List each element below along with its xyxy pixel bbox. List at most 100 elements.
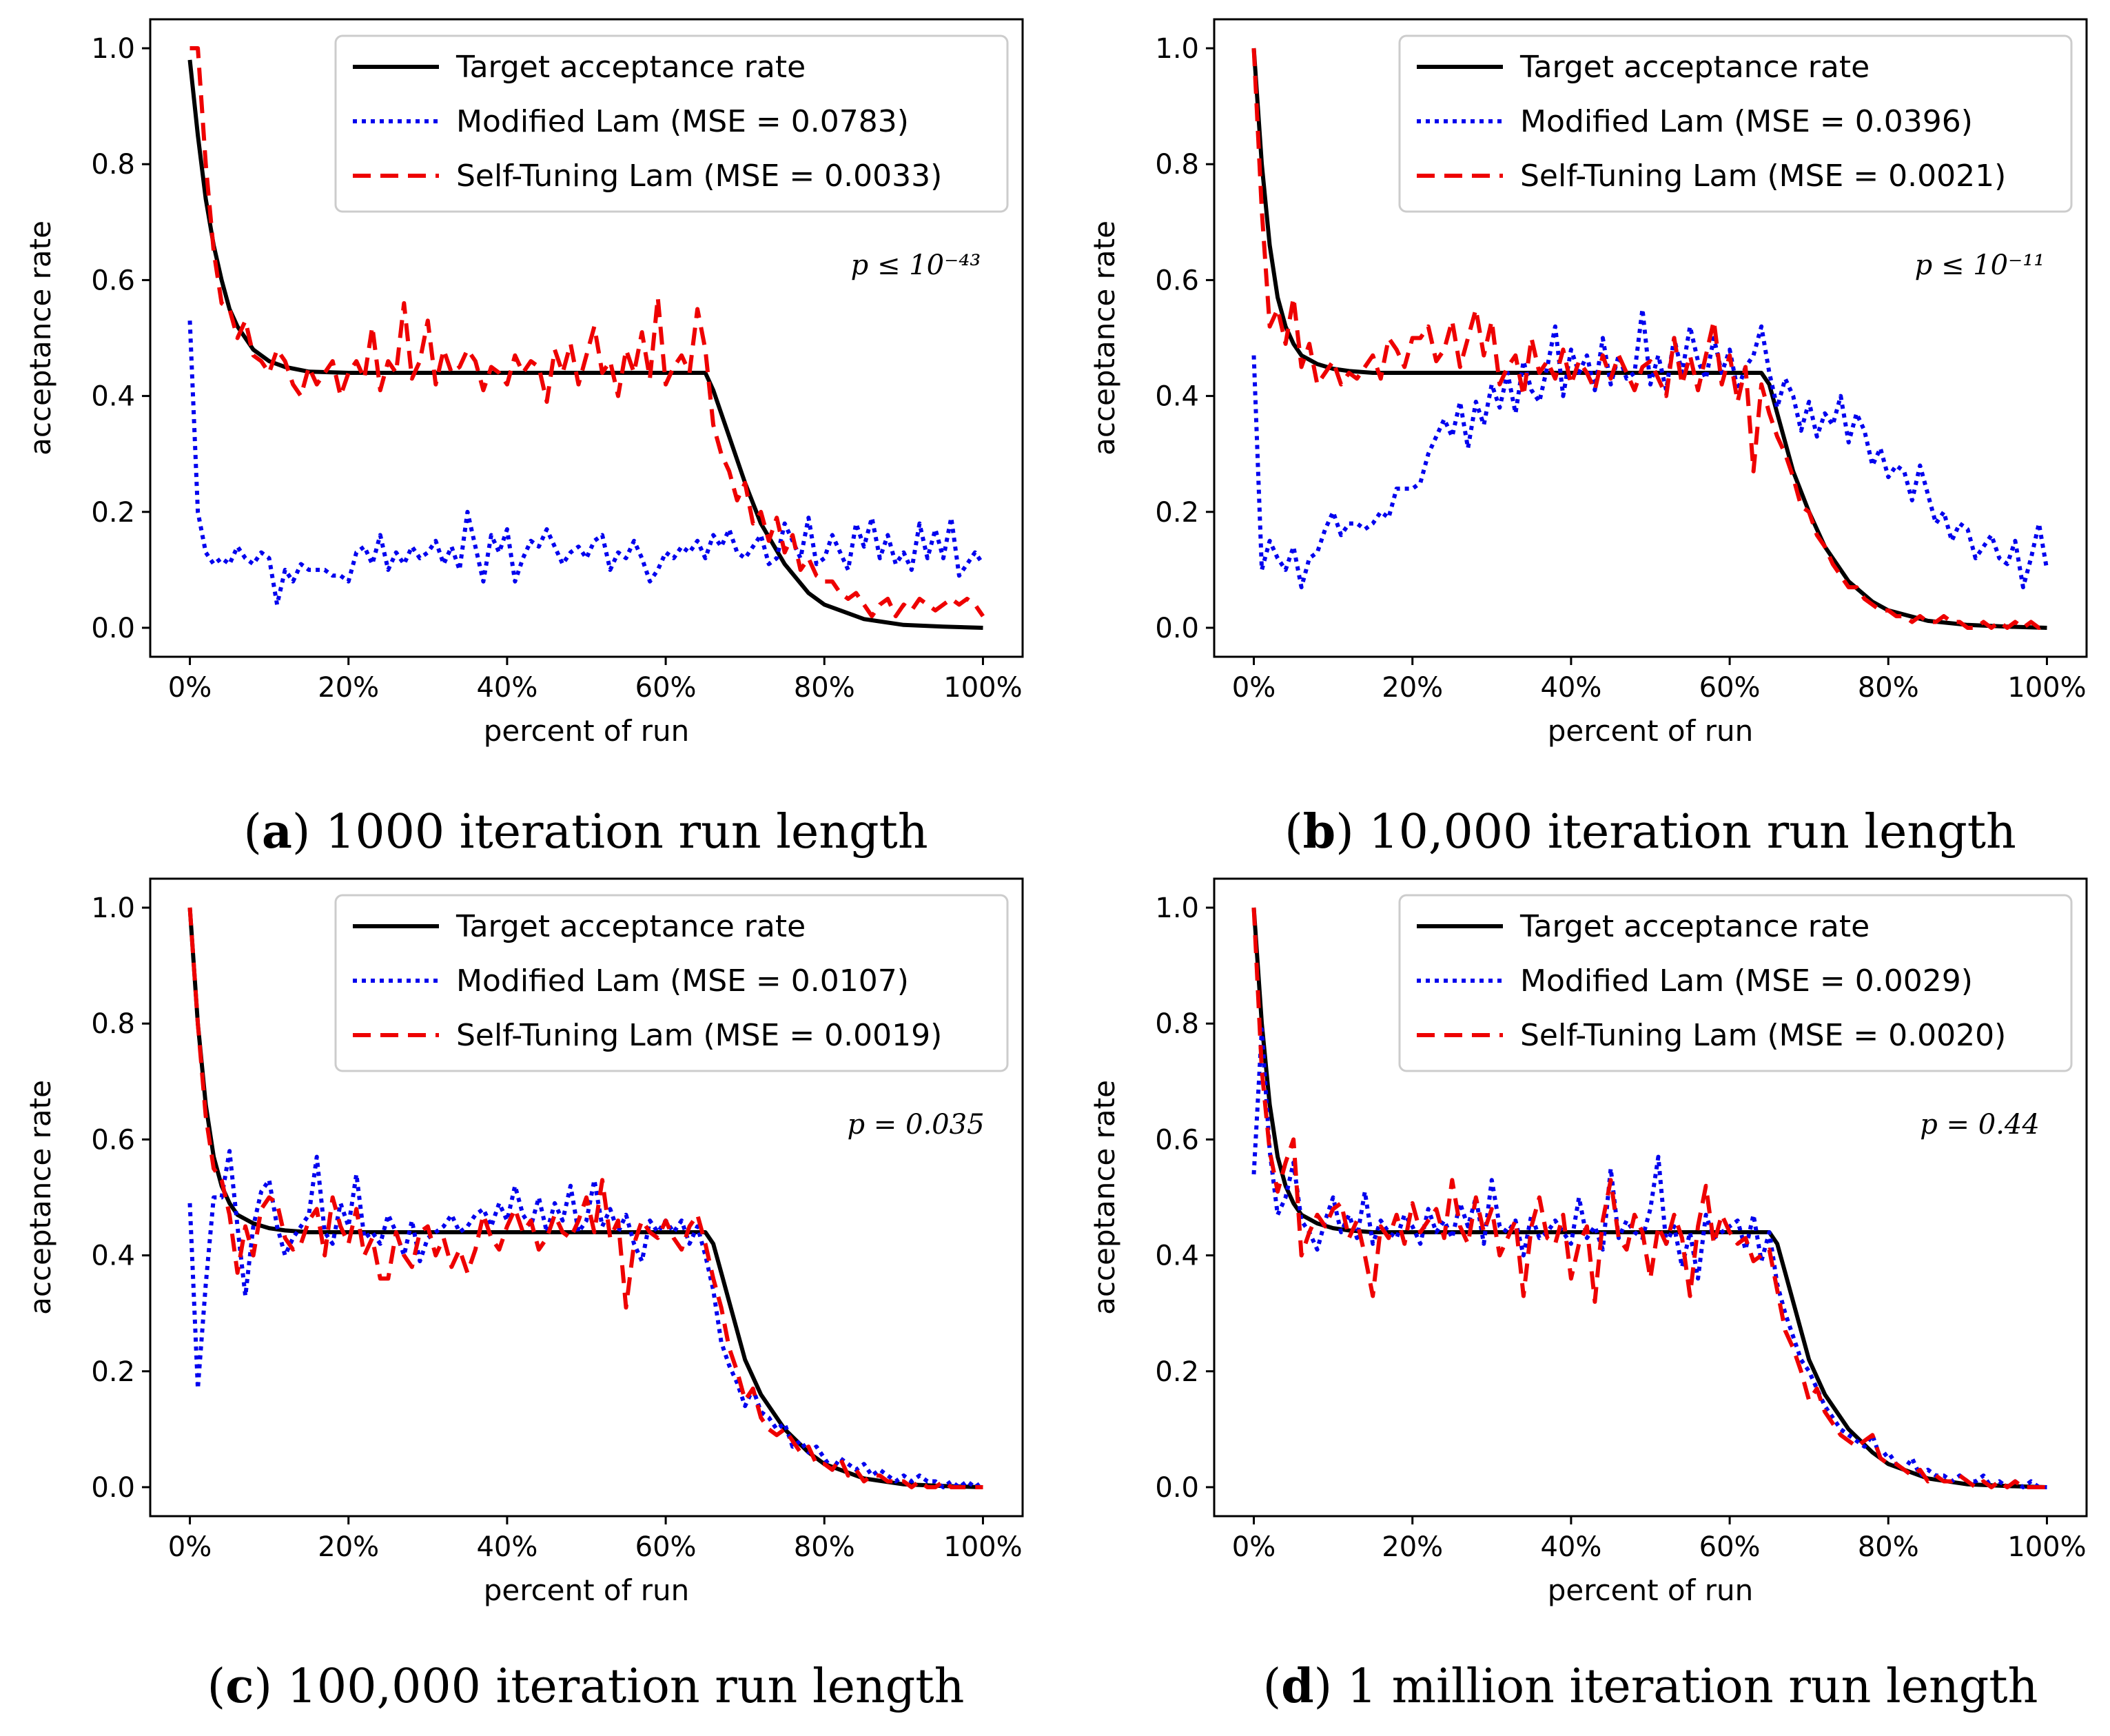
legend-label-target: Target acceptance rate — [455, 909, 806, 944]
series-line-selftuning — [1251, 48, 2049, 630]
x-axis-label: percent of run — [1548, 714, 1754, 748]
chart-panel-d: 0% 20% 40% 60% 80% 100% 0.0 0.2 0.4 0.6 0.8 1.0 perc… — [1087, 877, 2088, 1714]
y-tick-label: 0.8 — [1155, 1008, 1199, 1040]
x-tick-label: 80% — [1858, 1531, 1919, 1563]
y-tick-label: 0.2 — [1155, 1356, 1199, 1388]
y-tick-label: 0.2 — [1155, 497, 1199, 529]
y-tick-label: 1.0 — [1155, 892, 1199, 924]
p-value-annotation: p = 0.44 — [1920, 1109, 2040, 1141]
x-tick-label: 60% — [635, 672, 697, 704]
panel-caption: (c) 100,000 iteration run length — [207, 1659, 965, 1714]
legend-box — [1398, 894, 2073, 1072]
legend: Target acceptance rate Modified Lam (MSE … — [1398, 34, 2073, 213]
legend: Target acceptance rate Modified Lam (MSE … — [334, 34, 1009, 213]
y-axis-label: acceptance rate — [23, 221, 57, 456]
x-tick-label: 80% — [794, 1531, 855, 1563]
x-tick-label: 40% — [1540, 672, 1601, 704]
x-tick-label: 20% — [318, 672, 379, 704]
series-line-modified — [1251, 1027, 2047, 1489]
y-tick-label: 0.6 — [91, 1124, 135, 1156]
series-line-modified — [187, 320, 985, 607]
y-tick-label: 0.2 — [91, 1356, 135, 1388]
legend-label-selftuning: Self-Tuning Lam (MSE = 0.0033) — [456, 159, 942, 194]
legend: Target acceptance rate Modified Lam (MSE … — [334, 894, 1009, 1072]
x-tick-label: 60% — [1699, 672, 1761, 704]
y-tick-label: 0.2 — [91, 497, 135, 529]
y-tick-label: 0.8 — [91, 1008, 135, 1040]
caption-text: ) 100,000 iteration run length — [254, 1660, 965, 1714]
x-tick-label: 80% — [794, 672, 855, 704]
y-tick-label: 0.0 — [1155, 1472, 1199, 1504]
series-line-modified — [1251, 307, 2049, 590]
legend-label-modified: Modified Lam (MSE = 0.0783) — [456, 104, 909, 139]
x-tick-label: 0% — [1232, 1531, 1276, 1563]
y-tick-label: 0.8 — [1155, 149, 1199, 181]
legend-label-target: Target acceptance rate — [455, 50, 806, 85]
x-tick-label: 0% — [168, 672, 212, 704]
series-line-selftuning — [1251, 907, 2047, 1489]
legend-label-target: Target acceptance rate — [1519, 909, 1870, 944]
series-line-selftuning — [187, 907, 983, 1489]
legend-label-modified: Modified Lam (MSE = 0.0107) — [456, 963, 909, 999]
plot-frame — [149, 877, 1024, 1518]
y-axis-label: acceptance rate — [23, 1080, 57, 1315]
caption-text: ) 1000 iteration run length — [292, 805, 928, 859]
y-tick-label: 0.6 — [91, 265, 135, 296]
legend-label-modified: Modified Lam (MSE = 0.0396) — [1520, 104, 1973, 139]
x-axis-label: percent of run — [484, 1573, 690, 1607]
legend-label-selftuning: Self-Tuning Lam (MSE = 0.0020) — [1520, 1018, 2006, 1053]
p-value-annotation: p = 0.035 — [847, 1109, 984, 1141]
caption-letter: b — [1303, 804, 1336, 859]
x-tick-label: 20% — [1382, 672, 1443, 704]
y-axis-label: acceptance rate — [1087, 221, 1121, 456]
y-tick-label: 1.0 — [1155, 33, 1199, 65]
legend-label-modified: Modified Lam (MSE = 0.0029) — [1520, 963, 1973, 999]
plot-frame — [1213, 18, 2088, 658]
x-axis-label: percent of run — [484, 714, 690, 748]
y-tick-label: 1.0 — [91, 33, 135, 65]
series-line-selftuning — [190, 46, 985, 619]
chart-panel-b: 0% 20% 40% 60% 80% 100% 0.0 0.2 0.4 0.6 0.8 1.0 perc… — [1087, 18, 2088, 859]
x-tick-label: 60% — [635, 1531, 697, 1563]
x-axis-label: percent of run — [1548, 1573, 1754, 1607]
x-tick-label: 100% — [943, 1531, 1022, 1563]
legend-label-selftuning: Self-Tuning Lam (MSE = 0.0021) — [1520, 159, 2006, 194]
p-value-annotation: p ≤ 10⁻¹¹ — [1915, 249, 2045, 281]
legend-box — [334, 894, 1009, 1072]
caption-letter: a — [262, 804, 292, 859]
legend-box — [334, 34, 1009, 213]
y-tick-label: 0.6 — [1155, 265, 1199, 296]
x-tick-label: 0% — [1232, 672, 1276, 704]
x-tick-label: 40% — [476, 1531, 537, 1563]
panel-caption: (b) 10,000 iteration run length — [1284, 804, 2016, 859]
y-tick-label: 0.4 — [91, 381, 135, 413]
caption-paren-open: ( — [207, 1660, 226, 1714]
y-tick-label: 0.4 — [1155, 381, 1199, 413]
x-tick-label: 20% — [318, 1531, 379, 1563]
y-tick-label: 1.0 — [91, 892, 135, 924]
x-tick-label: 0% — [168, 1531, 212, 1563]
caption-letter: c — [225, 1659, 254, 1714]
plot-frame — [1213, 877, 2088, 1518]
series-line-target — [187, 59, 983, 630]
caption-text: ) 1 million iteration run length — [1314, 1660, 2038, 1714]
plot-frame — [149, 18, 1024, 658]
y-tick-label: 0.4 — [91, 1240, 135, 1272]
y-tick-label: 0.8 — [91, 149, 135, 181]
series-line-target — [1251, 48, 2047, 630]
x-tick-label: 100% — [2007, 1531, 2086, 1563]
x-tick-label: 100% — [943, 672, 1022, 704]
legend: Target acceptance rate Modified Lam (MSE … — [1398, 894, 2073, 1072]
y-tick-label: 0.0 — [91, 613, 135, 644]
panel-caption: (d) 1 million iteration run length — [1263, 1659, 2038, 1714]
y-tick-label: 0.0 — [1155, 613, 1199, 644]
x-tick-label: 100% — [2007, 672, 2086, 704]
chart-panel-c: 0% 20% 40% 60% 80% 100% 0.0 0.2 0.4 0.6 0.8 1.0 perc… — [23, 877, 1024, 1714]
y-axis-label: acceptance rate — [1087, 1080, 1121, 1315]
chart-panel-a: 0% 20% 40% 60% 80% 100% 0.0 0.2 0.4 0.6 0.8 1.0 perc… — [23, 18, 1024, 859]
x-tick-label: 80% — [1858, 672, 1919, 704]
legend-label-target: Target acceptance rate — [1519, 50, 1870, 85]
y-tick-label: 0.6 — [1155, 1124, 1199, 1156]
series-line-modified — [187, 1149, 985, 1489]
x-tick-label: 40% — [476, 672, 537, 704]
